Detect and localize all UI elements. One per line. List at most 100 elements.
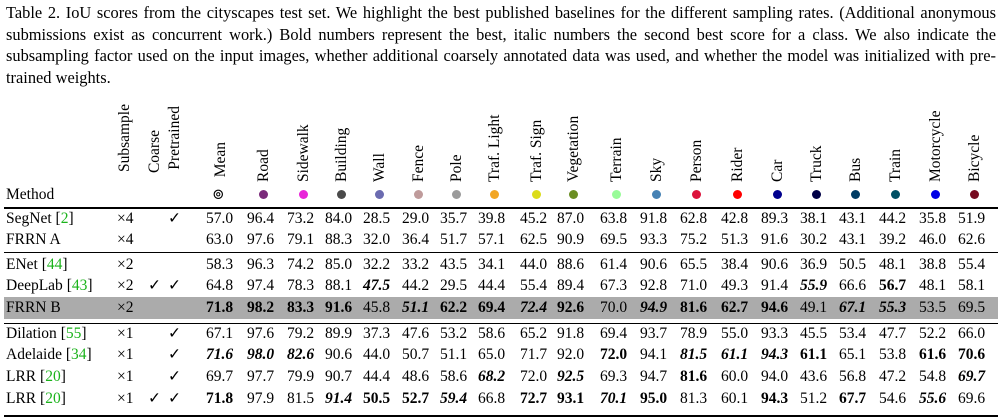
class-iou-cell: 38.1: [800, 210, 828, 227]
class-iou-cell: 69.7: [958, 368, 986, 385]
header-class-traf-sign: Traf. Sign: [528, 119, 545, 182]
class-iou-cell: 54.6: [879, 390, 907, 407]
class-iou-cell: 94.9: [640, 299, 668, 316]
citation-link[interactable]: 44: [46, 256, 63, 273]
mean-iou: 71.8: [206, 299, 234, 316]
class-iou-cell: 61.1: [800, 346, 828, 363]
header-class-bus: Bus: [847, 157, 864, 182]
class-iou-cell: 58.6: [440, 368, 468, 385]
citation-link[interactable]: 2: [60, 210, 69, 227]
class-iou-cell: 60.0: [721, 368, 749, 385]
class-iou-cell: 81.5: [680, 346, 708, 363]
class-iou-cell: 69.5: [600, 231, 628, 248]
header-pretrained: Pretrained: [166, 106, 183, 170]
class-iou-cell: 61.4: [600, 256, 628, 273]
class-iou-cell: 47.5: [363, 277, 391, 294]
class-iou-cell: 89.3: [761, 210, 789, 227]
class-iou-cell: 70.6: [958, 346, 986, 363]
class-iou-cell: 46.0: [919, 231, 947, 248]
class-iou-cell: 66.6: [839, 277, 867, 294]
class-iou-cell: 50.5: [363, 390, 391, 407]
header-coarse: Coarse: [146, 130, 163, 174]
class-iou-cell: 92.6: [557, 299, 585, 316]
method-name: ENet [44]: [6, 256, 68, 273]
class-iou-cell: 69.5: [958, 299, 986, 316]
header-class-vegetation: Vegetation: [565, 115, 582, 182]
class-iou-cell: 97.6: [247, 231, 275, 248]
method-name: Adelaide [34]: [6, 346, 92, 363]
class-iou-cell: 45.2: [520, 210, 548, 227]
class-color-dot: [733, 190, 742, 199]
pretrained-check: ✓: [168, 390, 181, 407]
class-iou-cell: 91.8: [557, 325, 585, 342]
class-iou-cell: 79.9: [287, 368, 315, 385]
coarse-check: ✓: [148, 390, 161, 407]
class-iou-cell: 67.1: [839, 299, 867, 316]
class-iou-cell: 82.6: [287, 346, 315, 363]
class-iou-cell: 33.2: [402, 256, 430, 273]
class-iou-cell: 50.7: [402, 346, 430, 363]
pretrained-check: ✓: [168, 277, 181, 294]
class-iou-cell: 65.0: [478, 346, 506, 363]
citation-link[interactable]: 55: [65, 325, 82, 342]
citation-link[interactable]: 20: [45, 368, 61, 385]
class-iou-cell: 65.2: [520, 325, 548, 342]
class-color-dot: [612, 190, 621, 199]
class-iou-cell: 52.7: [402, 390, 430, 407]
class-iou-cell: 57.1: [478, 231, 506, 248]
class-iou-cell: 62.8: [680, 210, 708, 227]
class-iou-cell: 43.1: [839, 231, 867, 248]
header-class-sidewalk: Sidewalk: [295, 124, 312, 182]
class-iou-cell: 91.6: [325, 299, 353, 316]
class-iou-cell: 65.5: [680, 256, 708, 273]
class-iou-cell: 44.2: [402, 277, 430, 294]
header-class-sky: Sky: [648, 157, 665, 182]
citation-link[interactable]: 20: [45, 390, 61, 407]
citation-link[interactable]: 34: [71, 346, 87, 363]
class-iou-cell: 85.0: [325, 256, 353, 273]
class-iou-cell: 78.9: [680, 325, 708, 342]
header-mean: Mean: [212, 142, 229, 178]
class-iou-cell: 91.4: [761, 277, 789, 294]
class-iou-cell: 48.1: [879, 256, 907, 273]
mean-iou: 58.3: [206, 256, 234, 273]
class-color-dot: [259, 190, 268, 199]
class-iou-cell: 62.7: [721, 299, 749, 316]
class-iou-cell: 93.3: [640, 231, 668, 248]
class-color-dot: [652, 190, 661, 199]
method-name: DeepLab [43]: [6, 277, 93, 294]
class-iou-cell: 56.8: [839, 368, 867, 385]
subsample-value: ×2: [117, 256, 134, 273]
pretrained-check: ✓: [168, 368, 181, 385]
class-iou-cell: 88.1: [325, 277, 353, 294]
mean-icon: ⊚: [212, 187, 225, 203]
class-iou-cell: 53.4: [839, 325, 867, 342]
class-iou-cell: 61.1: [721, 346, 749, 363]
class-iou-cell: 69.4: [600, 325, 628, 342]
class-iou-cell: 72.0: [520, 368, 548, 385]
class-iou-cell: 36.4: [402, 231, 430, 248]
class-color-dot: [490, 190, 499, 199]
class-iou-cell: 44.0: [520, 256, 548, 273]
class-iou-cell: 44.0: [363, 346, 391, 363]
class-iou-cell: 35.7: [440, 210, 468, 227]
pretrained-check: ✓: [168, 210, 181, 227]
class-iou-cell: 75.2: [680, 231, 708, 248]
class-iou-cell: 92.5: [557, 368, 585, 385]
class-iou-cell: 32.2: [363, 256, 391, 273]
header-class-person: Person: [688, 139, 705, 182]
class-iou-cell: 94.6: [761, 299, 789, 316]
class-color-dot: [569, 190, 578, 199]
results-table: Method Subsample Coarse Pretrained Mean …: [0, 90, 1001, 417]
class-color-dot: [452, 190, 461, 199]
class-iou-cell: 39.8: [478, 210, 506, 227]
class-iou-cell: 47.7: [879, 325, 907, 342]
citation-link[interactable]: 43: [71, 277, 88, 294]
class-iou-cell: 81.5: [287, 390, 315, 407]
table-caption: Table 2. IoU scores from the cityscapes …: [6, 3, 996, 87]
class-iou-cell: 55.0: [721, 325, 749, 342]
class-color-dot: [812, 190, 821, 199]
class-iou-cell: 62.6: [958, 231, 986, 248]
class-iou-cell: 52.2: [919, 325, 947, 342]
class-iou-cell: 45.8: [363, 299, 391, 316]
